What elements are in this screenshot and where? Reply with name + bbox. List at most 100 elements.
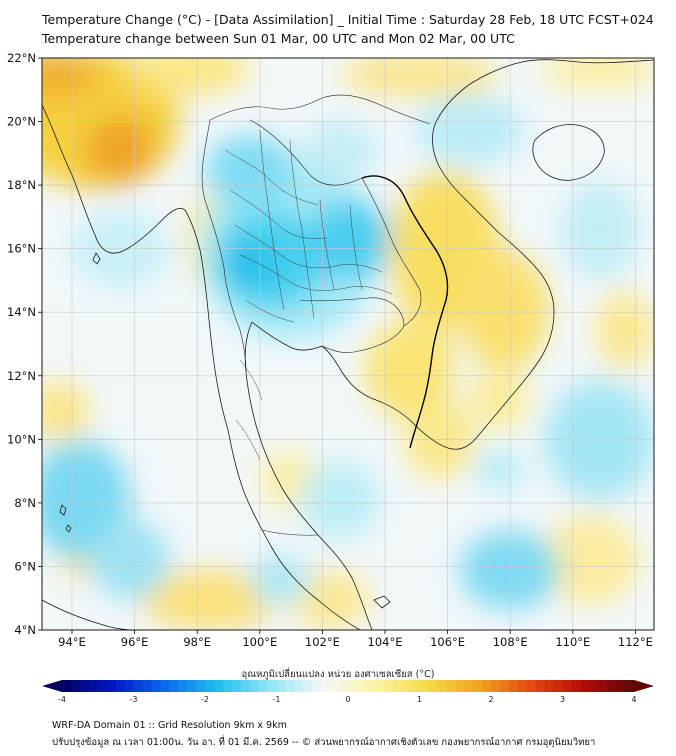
colorbar-label: 0	[345, 695, 350, 704]
lon-label: 110°E	[555, 635, 590, 649]
lon-label: 96°E	[121, 635, 149, 649]
colorbar-cell	[508, 680, 519, 692]
colorbar-cell	[151, 680, 161, 692]
colorbar-cell	[455, 680, 465, 692]
colorbar-cell	[383, 680, 394, 692]
colorbar-cell	[249, 680, 260, 692]
footer-credit: ปรับปรุงข้อมูล ณ เวลา 01:00น. วัน อา. ที…	[52, 737, 596, 748]
colorbar-cell	[205, 680, 215, 692]
colorbar-cell	[625, 680, 635, 692]
colorbar-cell	[473, 680, 483, 692]
colorbar-cell	[339, 680, 349, 692]
colorbar-cell	[213, 680, 224, 692]
colorbar-cell	[88, 680, 99, 692]
colorbar-label: -1	[273, 695, 281, 704]
colorbar-cell	[526, 680, 537, 692]
colorbar-cell	[276, 680, 286, 692]
map-subtitle: Temperature change between Sun 01 Mar, 0…	[42, 31, 515, 46]
lat-label: 22°N	[7, 51, 36, 65]
colorbar-cell	[446, 680, 456, 692]
colorbar-cell	[535, 680, 546, 692]
colorbar-cell	[124, 680, 134, 692]
lat-label: 20°N	[7, 115, 36, 129]
colorbar-cell	[70, 680, 81, 692]
map-title: Temperature Change (°C) - [Data Assimila…	[42, 12, 654, 27]
colorbar-cell	[419, 680, 429, 692]
colorbar-cell	[62, 680, 72, 692]
colorbar-cell	[499, 680, 510, 692]
colorbar-cell	[571, 680, 581, 692]
colorbar-label: -3	[130, 695, 138, 704]
lat-label: 4°N	[14, 623, 36, 637]
footer-domain-info: WRF-DA Domain 01 :: Grid Resolution 9km …	[52, 720, 287, 731]
colorbar-label: 2	[488, 695, 493, 704]
lat-label: 12°N	[7, 369, 36, 383]
colorbar-cell	[616, 680, 626, 692]
province-lines	[224, 129, 393, 461]
colorbar: -4 -3 -2 -1 0 1 2 3 4	[42, 680, 654, 704]
latitude-labels: 22°N 20°N 18°N 16°N 14°N 12°N 10°N 8°N 6°N 4°N	[7, 51, 42, 637]
colorbar-cell	[544, 680, 554, 692]
colorbar-cell	[356, 680, 367, 692]
lat-label: 16°N	[7, 242, 36, 256]
graticule	[42, 58, 654, 630]
colorbar-cell	[553, 680, 563, 692]
colorbar-cell	[321, 680, 331, 692]
colorbar-cell	[267, 680, 277, 692]
colorbar-cell	[464, 680, 474, 692]
colorbar-cell	[115, 680, 125, 692]
colorbar-cell	[133, 680, 143, 692]
colorbar-cell	[437, 680, 447, 692]
colorbar-cell	[285, 680, 295, 692]
lat-label: 8°N	[14, 496, 36, 510]
colorbar-title: อุณหภูมิเปลี่ยนแปลง หน่วย องศาเซลเซียส (…	[241, 669, 435, 680]
lat-label: 18°N	[7, 178, 36, 192]
colorbar-label: 4	[631, 695, 636, 704]
colorbar-cell	[392, 680, 403, 692]
colorbar-cell	[79, 680, 90, 692]
colorbar-cell	[410, 680, 420, 692]
colorbar-cell	[169, 680, 179, 692]
colorbar-cell	[589, 680, 599, 692]
colorbar-cell	[142, 680, 152, 692]
colorbar-cell	[330, 680, 340, 692]
colorbar-label: -2	[201, 695, 209, 704]
lat-label: 10°N	[7, 432, 36, 446]
colorbar-cell	[196, 680, 206, 692]
colorbar-cell	[517, 680, 528, 692]
lon-label: 112°E	[618, 635, 653, 649]
colorbar-cell	[365, 680, 376, 692]
colorbar-cell	[178, 680, 188, 692]
lon-label: 100°E	[242, 635, 277, 649]
longitude-labels: 94°E 96°E 98°E 100°E 102°E 104°E 106°E 108°E 110…	[58, 630, 653, 649]
colorbar-cell	[491, 680, 501, 692]
temperature-field	[42, 58, 654, 630]
lon-label: 98°E	[183, 635, 211, 649]
colorbar-cell	[374, 680, 385, 692]
colorbar-cell	[401, 680, 411, 692]
colorbar-cell	[482, 680, 492, 692]
colorbar-cell	[187, 680, 197, 692]
plot-frame	[41, 57, 655, 631]
lon-label: 94°E	[58, 635, 86, 649]
lon-label: 104°E	[368, 635, 403, 649]
colorbar-cell	[222, 680, 233, 692]
colorbar-cell	[312, 680, 322, 692]
colorbar-label: 3	[560, 695, 565, 704]
colorbar-cell	[294, 680, 304, 692]
colorbar-cell	[303, 680, 313, 692]
colorbar-max-arrow	[634, 680, 654, 692]
colorbar-cell	[231, 680, 242, 692]
colorbar-cell	[598, 680, 608, 692]
colorbar-cell	[428, 680, 438, 692]
colorbar-cell	[106, 680, 117, 692]
lon-label: 108°E	[493, 635, 528, 649]
colorbar-cell	[97, 680, 108, 692]
colorbar-cell	[562, 680, 572, 692]
colorbar-cell	[240, 680, 251, 692]
lon-label: 102°E	[305, 635, 340, 649]
lat-label: 6°N	[14, 559, 36, 573]
colorbar-cell	[580, 680, 590, 692]
colorbar-cell	[160, 680, 170, 692]
colorbar-min-arrow	[42, 680, 62, 692]
